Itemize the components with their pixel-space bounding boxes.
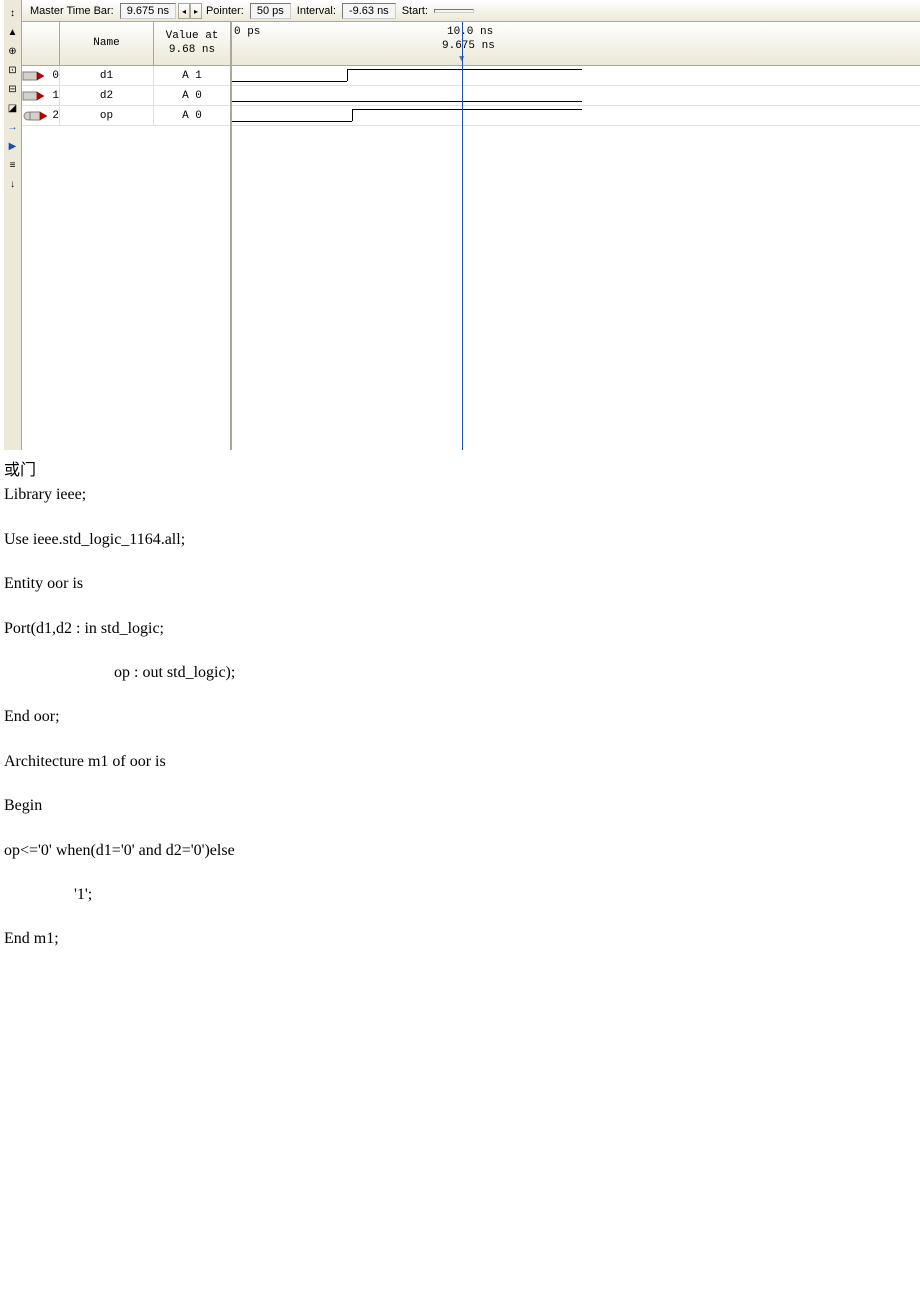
signal-value: A 1 [154,66,230,85]
tool-icon-2[interactable]: ▲ [5,24,21,40]
signal-pin-icon[interactable]: 2 [22,106,60,125]
signal-name: op [60,106,154,125]
pointer-label: Pointer: [206,5,244,17]
tool-icon-4[interactable]: ⊡ [5,62,21,78]
time-ruler[interactable]: 0 ps 10.0 ns 9.675 ns ▼ [232,22,920,66]
signal-name: d2 [60,86,154,105]
tool-icon-6[interactable]: ◪ [5,100,21,116]
signal-value: A 0 [154,106,230,125]
code-line-4: Entity oor is [4,573,920,595]
code-line-7: End oor; [4,706,920,728]
tool-icon-3[interactable]: ⊕ [5,43,21,59]
time-start-label: 0 ps [234,26,260,38]
tool-icon-1[interactable]: ↕ [5,5,21,21]
pointer-value: 50 ps [250,3,291,19]
header-name[interactable]: Name [60,22,154,65]
code-line-5: Port(d1,d2 : in std_logic; [4,618,920,640]
wave-row-op[interactable] [232,106,920,126]
signal-pin-icon[interactable]: 0 [22,66,60,85]
header-value-line1: Value at [166,30,219,43]
signal-row-d1[interactable]: 0d1A 1 [22,66,230,86]
code-line-3: Use ieee.std_logic_1164.all; [4,529,920,551]
wave-row-d1[interactable] [232,66,920,86]
time-toolbar: Master Time Bar: 9.675 ns ◂ ▸ Pointer: 5… [22,0,920,22]
signal-pin-icon[interactable]: 1 [22,86,60,105]
start-value[interactable] [434,9,474,13]
code-line-1: 或门 [4,460,920,482]
interval-label: Interval: [297,5,336,17]
master-time-bar-label: Master Time Bar: [30,5,114,17]
tool-icon-7[interactable]: → [5,119,21,135]
tool-icon-5[interactable]: ⊟ [5,81,21,97]
vhdl-code-text: 或门 Library ieee; Use ieee.std_logic_1164… [4,460,920,951]
signal-list-header: Name Value at 9.68 ns [22,22,230,66]
wave-row-d2[interactable] [232,86,920,106]
signal-list: Name Value at 9.68 ns 0d1A 11d2A 02opA 0 [22,22,232,450]
signal-row-d2[interactable]: 1d2A 0 [22,86,230,106]
code-line-9: Begin [4,795,920,817]
time-cursor-line[interactable] [462,22,463,450]
signal-value: A 0 [154,86,230,105]
waveform-viewer: ↕ ▲ ⊕ ⊡ ⊟ ◪ → ▶ ≡ ↓ Master Time Bar: 9.6… [4,0,920,450]
waveform-area[interactable]: 0 ps 10.0 ns 9.675 ns ▼ [232,22,920,450]
interval-value: -9.63 ns [342,3,396,19]
master-time-bar-value[interactable]: 9.675 ns [120,3,176,19]
tool-icon-10[interactable]: ↓ [5,176,21,192]
code-line-2: Library ieee; [4,484,920,506]
time-cursor-label: 9.675 ns [442,40,495,52]
code-line-11: '1'; [4,884,920,906]
time-next-button[interactable]: ▸ [190,3,202,19]
time-tick-label: 10.0 ns [447,26,493,38]
header-value[interactable]: Value at 9.68 ns [154,22,230,65]
time-prev-button[interactable]: ◂ [178,3,190,19]
tool-icon-9[interactable]: ≡ [5,157,21,173]
code-line-10: op<='0' when(d1='0' and d2='0')else [4,840,920,862]
code-line-8: Architecture m1 of oor is [4,751,920,773]
header-index[interactable] [22,22,60,65]
signal-row-op[interactable]: 2opA 0 [22,106,230,126]
start-label: Start: [402,5,428,17]
code-line-12: End m1; [4,928,920,950]
tool-icon-8[interactable]: ▶ [5,138,21,154]
signal-name: d1 [60,66,154,85]
left-toolbar: ↕ ▲ ⊕ ⊡ ⊟ ◪ → ▶ ≡ ↓ [4,0,22,450]
code-line-6: op : out std_logic); [4,662,920,684]
header-value-line2: 9.68 ns [166,44,219,57]
